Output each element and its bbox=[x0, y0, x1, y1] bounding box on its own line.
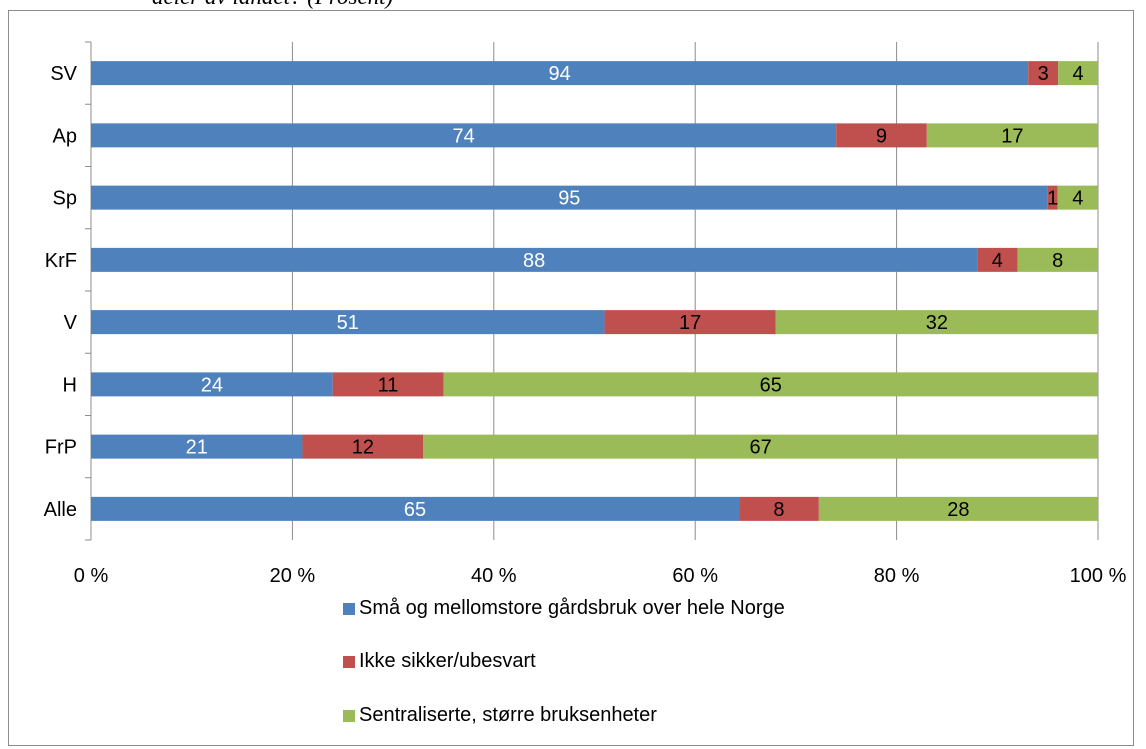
bar-segment bbox=[423, 434, 1098, 459]
bar-segment bbox=[91, 372, 333, 397]
data-label: 8 bbox=[773, 499, 784, 521]
data-label: 3 bbox=[1038, 63, 1049, 85]
bar-segment bbox=[1017, 247, 1098, 272]
legend-item-unsure: Ikke sikker/ubesvart bbox=[343, 650, 536, 673]
data-label: 65 bbox=[404, 499, 426, 521]
bar-segment bbox=[836, 123, 927, 148]
bar-segment bbox=[977, 247, 1018, 272]
bar-segment bbox=[1057, 185, 1098, 210]
category-label: KrF bbox=[45, 250, 77, 272]
bar-segment bbox=[926, 123, 1098, 148]
data-label: 1 bbox=[1047, 188, 1058, 210]
data-label: 4 bbox=[1072, 63, 1083, 85]
data-label: 28 bbox=[947, 499, 969, 521]
data-label: 94 bbox=[548, 63, 570, 85]
data-label: 24 bbox=[201, 374, 223, 396]
data-label: 11 bbox=[378, 374, 399, 396]
data-label: 95 bbox=[558, 188, 580, 210]
legend-item-centralized: Sentraliserte, større bruksenheter bbox=[343, 704, 657, 727]
data-label: 17 bbox=[679, 312, 701, 334]
legend-label: Ikke sikker/ubesvart bbox=[359, 650, 536, 672]
category-label: Alle bbox=[44, 499, 77, 521]
x-tick-label: 40 % bbox=[471, 565, 517, 587]
bar-segment bbox=[91, 123, 837, 148]
data-label: 4 bbox=[992, 250, 1003, 272]
legend-item-small-farms: Små og mellomstore gårdsbruk over hele N… bbox=[343, 597, 785, 620]
bar-segment bbox=[443, 372, 1098, 397]
legend-swatch-blue bbox=[343, 603, 355, 615]
bar-segment bbox=[91, 247, 978, 272]
bar-segment bbox=[302, 434, 424, 459]
chart-title-fragment: deler av landet? (Prosent) bbox=[152, 0, 393, 10]
legend-label: Små og mellomstore gårdsbruk over hele N… bbox=[359, 597, 785, 619]
data-label: 65 bbox=[760, 374, 782, 396]
bar-segment bbox=[739, 496, 819, 521]
data-label: 8 bbox=[1052, 250, 1063, 272]
data-label: 17 bbox=[1001, 125, 1023, 147]
data-label: 9 bbox=[876, 125, 887, 147]
bar-segment bbox=[775, 310, 1098, 335]
data-label: 51 bbox=[337, 312, 359, 334]
bar-segment bbox=[91, 310, 605, 335]
legend-swatch-red bbox=[343, 656, 355, 668]
data-label: 67 bbox=[750, 437, 772, 459]
x-tick-label: 0 % bbox=[74, 565, 109, 587]
x-tick-label: 100 % bbox=[1070, 565, 1127, 587]
category-label: Sp bbox=[53, 188, 77, 210]
legend-swatch-green bbox=[343, 710, 355, 722]
data-label: 88 bbox=[523, 250, 545, 272]
bar-segment bbox=[1028, 61, 1059, 86]
bar-segment bbox=[91, 496, 740, 521]
bar-segment bbox=[91, 434, 303, 459]
bar-segment bbox=[604, 310, 776, 335]
category-label: H bbox=[63, 374, 77, 396]
data-label: 74 bbox=[452, 125, 474, 147]
data-label: 12 bbox=[352, 437, 374, 459]
data-label: 4 bbox=[1072, 188, 1083, 210]
category-label: FrP bbox=[45, 437, 77, 459]
category-label: SV bbox=[50, 63, 77, 85]
x-tick-label: 80 % bbox=[874, 565, 920, 587]
data-label: 32 bbox=[926, 312, 948, 334]
x-tick-label: 60 % bbox=[672, 565, 718, 587]
data-label: 21 bbox=[186, 437, 208, 459]
category-label: V bbox=[64, 312, 78, 334]
category-label: Ap bbox=[53, 125, 77, 147]
legend-label: Sentraliserte, større bruksenheter bbox=[359, 704, 657, 726]
bar-segment bbox=[818, 496, 1098, 521]
bar-segment bbox=[91, 61, 1029, 86]
bar-segment bbox=[1058, 61, 1098, 86]
bar-segment bbox=[332, 372, 444, 397]
x-tick-label: 20 % bbox=[270, 565, 316, 587]
bar-segment bbox=[1047, 185, 1058, 210]
bar-segment bbox=[91, 185, 1048, 210]
